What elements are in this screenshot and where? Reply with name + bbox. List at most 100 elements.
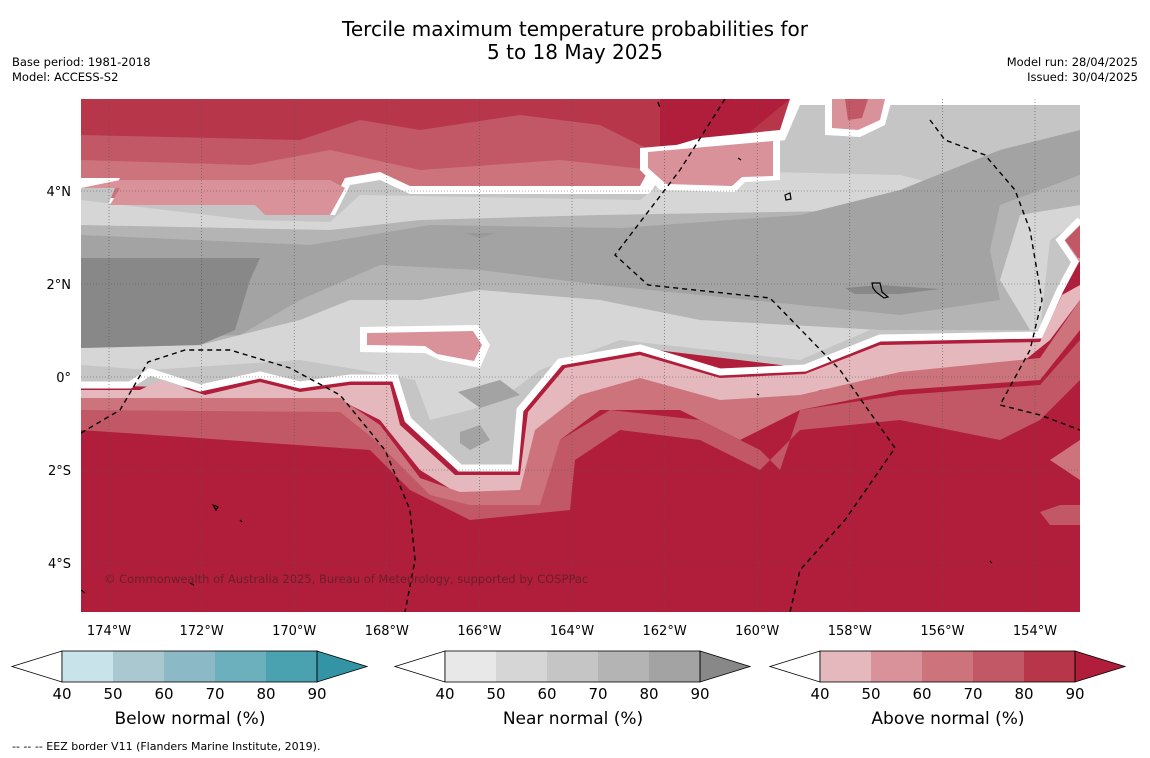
colorbar-segment bbox=[215, 651, 266, 682]
eez-border-east bbox=[929, 119, 1080, 431]
latitude-tick-labels: 4°N 2°N 0° 2°S 4°S bbox=[47, 185, 72, 572]
lat-tick-label: 4°S bbox=[48, 557, 71, 572]
lon-tick-label: 170°W bbox=[272, 624, 316, 639]
island-4 bbox=[239, 519, 243, 523]
colorbar-segment bbox=[164, 651, 215, 682]
south-red-band-80 bbox=[81, 340, 1080, 520]
colorbar-segment bbox=[266, 651, 317, 682]
colorbar-low-arrow bbox=[10, 650, 63, 683]
title-line-2: 5 to 18 May 2025 bbox=[487, 40, 663, 64]
eez-footnote: -- -- -- EEZ border V11 (Flanders Marine… bbox=[12, 740, 321, 753]
island-8 bbox=[737, 157, 742, 161]
colorbar-segment bbox=[649, 651, 700, 682]
colorbar-segment bbox=[1024, 651, 1075, 682]
lon-tick-label: 162°W bbox=[643, 624, 687, 639]
colorbar-frame bbox=[819, 650, 1076, 683]
meta-right: Model run: 28/04/2025 Issued: 30/04/2025 bbox=[1007, 55, 1138, 85]
colorbar-tick-label: 90 bbox=[690, 685, 709, 703]
lon-tick-label: 174°W bbox=[87, 624, 131, 639]
island-9 bbox=[756, 393, 760, 396]
colorbar-tick-label: 60 bbox=[537, 685, 556, 703]
island-5 bbox=[989, 560, 993, 564]
eez-border-north bbox=[657, 101, 661, 109]
red-patch-east-core bbox=[1065, 225, 1080, 258]
lon-tick-label: 158°W bbox=[828, 624, 872, 639]
red-patch-north-2-core bbox=[845, 99, 868, 120]
south-pink-patch-east-2 bbox=[1040, 505, 1080, 525]
colorbar-frame bbox=[61, 650, 318, 683]
colorbar-segment bbox=[62, 651, 113, 682]
colorbar-segment bbox=[871, 651, 922, 682]
colorbar-1: 40 50 60 70 80 90 bbox=[393, 650, 752, 703]
colorbar-high-arrow bbox=[1074, 650, 1127, 683]
colorbar-segment bbox=[445, 651, 496, 682]
south-pink-patch-east bbox=[1050, 440, 1080, 480]
model-text: Model: ACCESS-S2 bbox=[12, 70, 119, 84]
red-patch-west bbox=[81, 180, 345, 215]
lon-tick-label: 154°W bbox=[1013, 624, 1057, 639]
model-run-text: Model run: 28/04/2025 bbox=[1006, 55, 1138, 69]
lat-tick-label: 2°N bbox=[47, 278, 72, 293]
red-patch-north-1-fill bbox=[648, 141, 773, 186]
islands bbox=[81, 157, 993, 594]
colorbar-segment bbox=[973, 651, 1024, 682]
colorbar-segment bbox=[547, 651, 598, 682]
eez-borders bbox=[81, 99, 1080, 612]
lat-tick-label: 4°N bbox=[47, 185, 72, 200]
colorbar-low-arrow bbox=[393, 650, 446, 683]
near-normal-darkest bbox=[81, 258, 260, 348]
lat-tick-label: 0° bbox=[56, 371, 71, 386]
red-patch-central bbox=[367, 331, 482, 361]
near-normal-dark bbox=[81, 130, 1080, 340]
colorbar-segment bbox=[598, 651, 649, 682]
issued-text: Issued: 30/04/2025 bbox=[1027, 70, 1138, 84]
colorbar-low-arrow bbox=[768, 650, 821, 683]
colorbar-tick-label: 80 bbox=[256, 685, 275, 703]
colorbar-title-near: Near normal (%) bbox=[502, 709, 644, 729]
lon-tick-label: 166°W bbox=[457, 624, 501, 639]
colorbar-segment bbox=[922, 651, 973, 682]
colorbar-segment bbox=[496, 651, 547, 682]
colorbar-tick-label: 50 bbox=[861, 685, 880, 703]
lon-tick-label: 160°W bbox=[735, 624, 779, 639]
base-period-text: Base period: 1981-2018 bbox=[12, 55, 151, 69]
colorbar-tick-label: 90 bbox=[307, 685, 326, 703]
title-line-1: Tercile maximum temperature probabilitie… bbox=[342, 17, 808, 41]
colorbar-2: 40 50 60 70 80 90 bbox=[768, 650, 1127, 703]
eez-border-central bbox=[614, 99, 896, 612]
colorbar-tick-label: 40 bbox=[435, 685, 454, 703]
colorbar-tick-label: 40 bbox=[52, 685, 71, 703]
colorbar-high-arrow bbox=[699, 650, 752, 683]
colorbar-tick-label: 60 bbox=[912, 685, 931, 703]
colorbar-title-below: Below normal (%) bbox=[114, 709, 266, 729]
island-7 bbox=[81, 589, 86, 594]
lon-tick-label: 156°W bbox=[920, 624, 964, 639]
colorbar-tick-label: 70 bbox=[588, 685, 607, 703]
colorbar-tick-label: 50 bbox=[486, 685, 505, 703]
colorbar-high-arrow bbox=[316, 650, 369, 683]
meta-left: Base period: 1981-2018 Model: ACCESS-S2 bbox=[12, 55, 151, 85]
island-3 bbox=[211, 503, 219, 512]
island-6 bbox=[189, 582, 195, 586]
colorbar-tick-label: 50 bbox=[103, 685, 122, 703]
colorbar-tick-label: 60 bbox=[154, 685, 173, 703]
lat-tick-label: 2°S bbox=[48, 464, 71, 479]
near-normal-spot bbox=[845, 285, 940, 294]
south-red-band-70 bbox=[81, 300, 1080, 510]
colorbars: 40 50 60 70 80 90 40 50 60 70 80 90 40 50 60 70 80 90 bbox=[10, 650, 1127, 703]
colorbar-tick-label: 70 bbox=[205, 685, 224, 703]
colorbar-tick-label: 80 bbox=[639, 685, 658, 703]
near-normal-spot-4 bbox=[460, 425, 490, 450]
map-plot-area: © Commonwealth of Australia 2025, Bureau… bbox=[81, 99, 1080, 612]
copyright-text: © Commonwealth of Australia 2025, Bureau… bbox=[104, 572, 588, 586]
longitude-tick-labels: 174°W 172°W 170°W 168°W 166°W 164°W 162°W 160°W… bbox=[87, 624, 1057, 639]
lon-tick-label: 164°W bbox=[550, 624, 594, 639]
lon-tick-label: 168°W bbox=[365, 624, 409, 639]
colorbar-tick-label: 90 bbox=[1065, 685, 1084, 703]
island-2 bbox=[871, 282, 890, 299]
near-normal-spot-3 bbox=[458, 380, 520, 408]
map-title: Tercile maximum temperature probabilitie… bbox=[0, 18, 1150, 64]
colorbar-title-above: Above normal (%) bbox=[871, 709, 1025, 729]
colorbar-frame bbox=[444, 650, 701, 683]
